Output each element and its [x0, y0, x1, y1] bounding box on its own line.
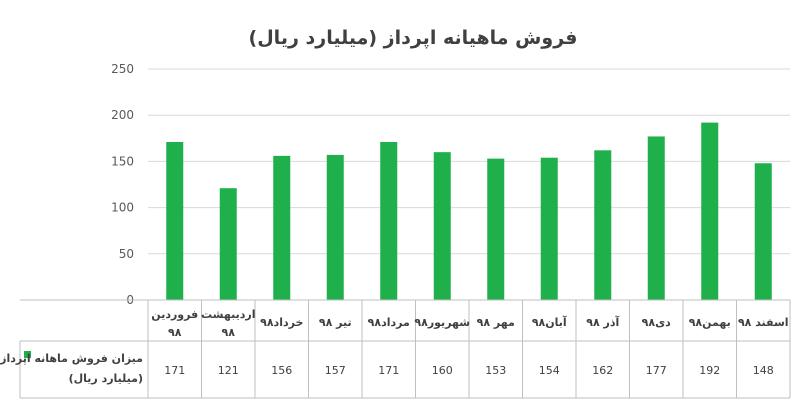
y-tick-label: 200: [111, 108, 134, 122]
data-label: 177: [646, 364, 667, 377]
bar: [540, 157, 558, 300]
data-label: 154: [539, 364, 560, 377]
bar: [754, 163, 772, 300]
category-label: شهریور۹۸: [414, 316, 470, 329]
data-label: 156: [271, 364, 292, 377]
category-label: آذر ۹۸: [586, 315, 619, 329]
y-tick-label: 100: [111, 201, 134, 215]
bar: [647, 136, 665, 300]
legend-swatch: [24, 351, 31, 358]
y-tick-label: 150: [111, 154, 134, 168]
data-label: 148: [753, 364, 774, 377]
data-label: 171: [378, 364, 399, 377]
y-tick-label: 50: [119, 247, 134, 261]
bar: [219, 188, 237, 300]
category-label: مرداد۹۸: [368, 316, 410, 329]
category-label: مهر ۹۸: [477, 316, 515, 329]
data-label: 162: [592, 364, 613, 377]
category-label: فروردین: [151, 308, 198, 321]
bar: [701, 122, 719, 300]
category-label: دی۹۸: [642, 316, 672, 329]
chart-title: فروش ماهیانه اپرداز (میلیارد ریال): [249, 27, 578, 49]
category-label: اسفند ۹۸: [738, 316, 789, 329]
data-label: 153: [485, 364, 506, 377]
gridlines: [148, 68, 790, 255]
category-label: ۹۸: [222, 326, 236, 339]
legend-label: (میلیارد ریال): [69, 372, 143, 385]
category-label: اردیبهشت: [201, 308, 255, 321]
category-label: آبان۹۸: [532, 315, 567, 329]
bars: [166, 122, 772, 300]
bar: [487, 158, 505, 300]
bar: [273, 155, 291, 300]
category-label: بهمن۹۸: [689, 316, 731, 329]
category-label: تیر ۹۸: [319, 316, 352, 329]
bar: [326, 154, 344, 300]
data-label: 192: [699, 364, 720, 377]
bar: [166, 141, 184, 300]
data-table: فروردین ۹۸ اردیبهشت ۹۸ خرداد۹۸ تیر ۹۸ مرداد۹۸ ش…: [0, 299, 791, 399]
bar: [594, 150, 612, 300]
data-label: 121: [218, 364, 239, 377]
bar: [380, 141, 398, 300]
bar: [433, 152, 451, 300]
data-label: 171: [164, 364, 185, 377]
y-tick-label: 250: [111, 62, 134, 76]
category-label: خرداد۹۸: [260, 316, 303, 329]
data-label: 160: [432, 364, 453, 377]
data-label: 157: [325, 364, 346, 377]
category-label: ۹۸: [168, 326, 182, 339]
legend-label: میزان فروش ماهانه اپرداز: [0, 352, 143, 365]
